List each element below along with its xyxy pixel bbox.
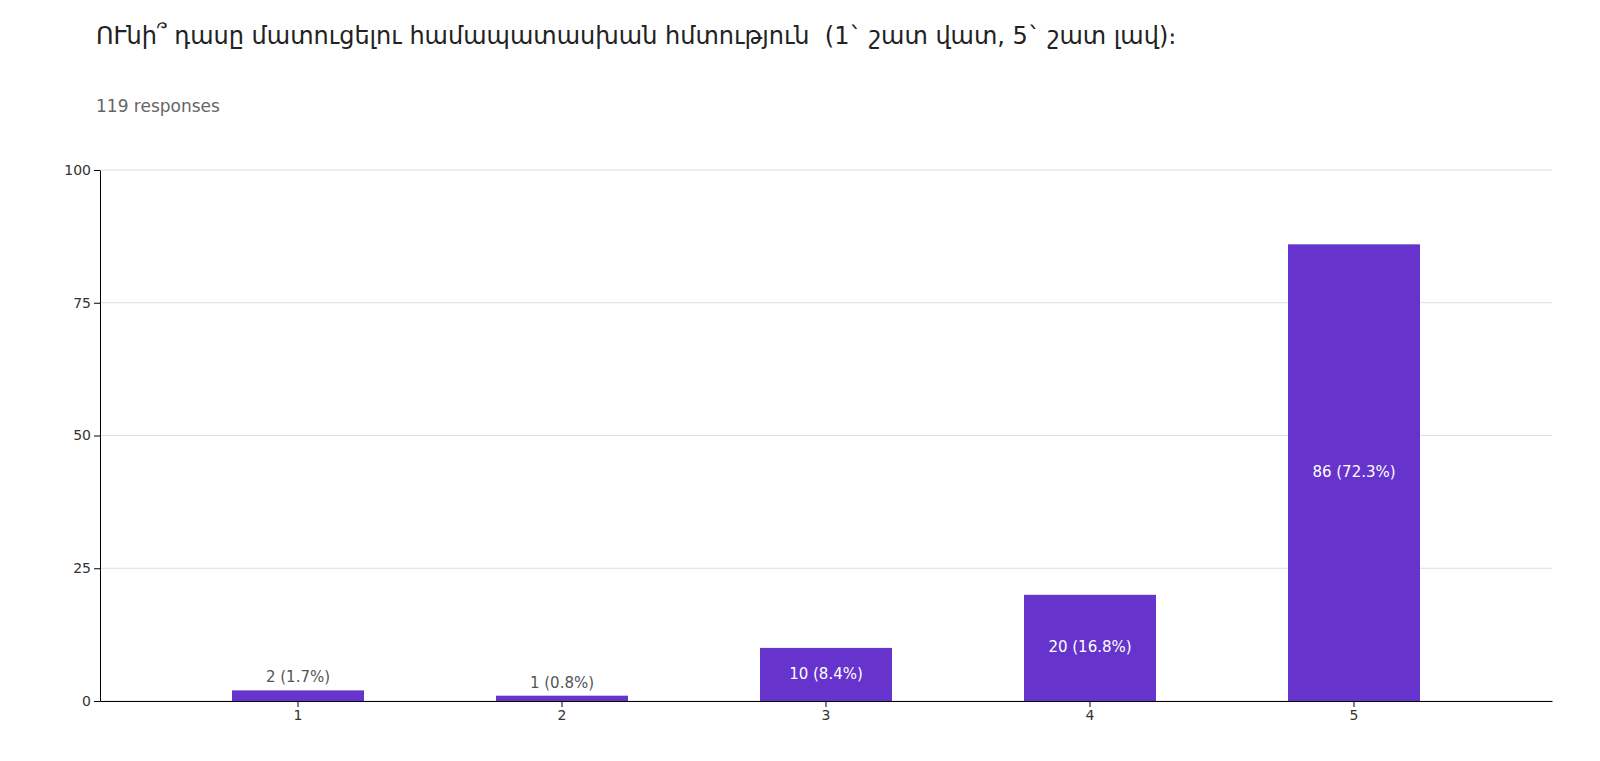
bar: [232, 690, 364, 701]
plot: 0 25 50 75 100 1 2 3 4 5 2 (1.7%) 1 (0.8%) 10 (8.4%)…: [64, 162, 1552, 723]
tick-mark: [94, 436, 100, 437]
x-tick: 4: [1086, 701, 1095, 723]
y-axis: 0 25 50 75 100: [64, 162, 100, 709]
tick-label: 75: [73, 295, 91, 311]
grid: [100, 170, 1552, 701]
data-label: 10 (8.4%): [789, 665, 863, 683]
tick-label: 5: [1350, 707, 1359, 723]
grid-line: [100, 170, 1552, 171]
tick-label: 4: [1086, 707, 1095, 723]
bars: [232, 244, 1420, 701]
tick-label: 50: [73, 427, 91, 443]
data-label: 1 (0.8%): [530, 674, 594, 692]
tick-mark: [94, 568, 100, 569]
y-tick: 0: [82, 693, 100, 709]
data-label: 2 (1.7%): [266, 668, 330, 686]
y-tick: 75: [73, 295, 100, 311]
tick-mark: [94, 303, 100, 304]
x-tick: 2: [558, 701, 567, 723]
bar: [760, 648, 892, 701]
bar: [496, 696, 628, 701]
tick-label: 1: [294, 707, 303, 723]
axis-line: [100, 171, 101, 702]
y-tick: 50: [73, 427, 100, 443]
data-label: 86 (72.3%): [1312, 463, 1395, 481]
y-tick: 100: [64, 162, 100, 178]
subtitle: 119 responses: [96, 96, 220, 116]
y-tick: 25: [73, 560, 100, 576]
tick-label: 3: [822, 707, 831, 723]
bar: [1024, 595, 1156, 701]
tick-label: 100: [64, 162, 91, 178]
chart: ՈՒնի՞ դասը մատուցելու համապատասխան հմտու…: [0, 0, 1600, 761]
bar: [1288, 244, 1420, 701]
tick-mark: [94, 701, 100, 702]
title: ՈՒնի՞ դասը մատուցելու համապատասխան հմտու…: [96, 22, 1176, 50]
tick-mark: [94, 170, 100, 171]
x-tick: 1: [294, 701, 303, 723]
x-axis: 1 2 3 4 5: [101, 701, 1553, 723]
data-labels: 2 (1.7%) 1 (0.8%) 10 (8.4%) 20 (16.8%) 86 (7…: [266, 463, 1396, 692]
x-tick: 3: [822, 701, 831, 723]
tick-label: 25: [73, 560, 91, 576]
tick-label: 2: [558, 707, 567, 723]
data-label: 20 (16.8%): [1048, 638, 1131, 656]
tick-label: 0: [82, 693, 91, 709]
x-tick: 5: [1350, 701, 1359, 723]
